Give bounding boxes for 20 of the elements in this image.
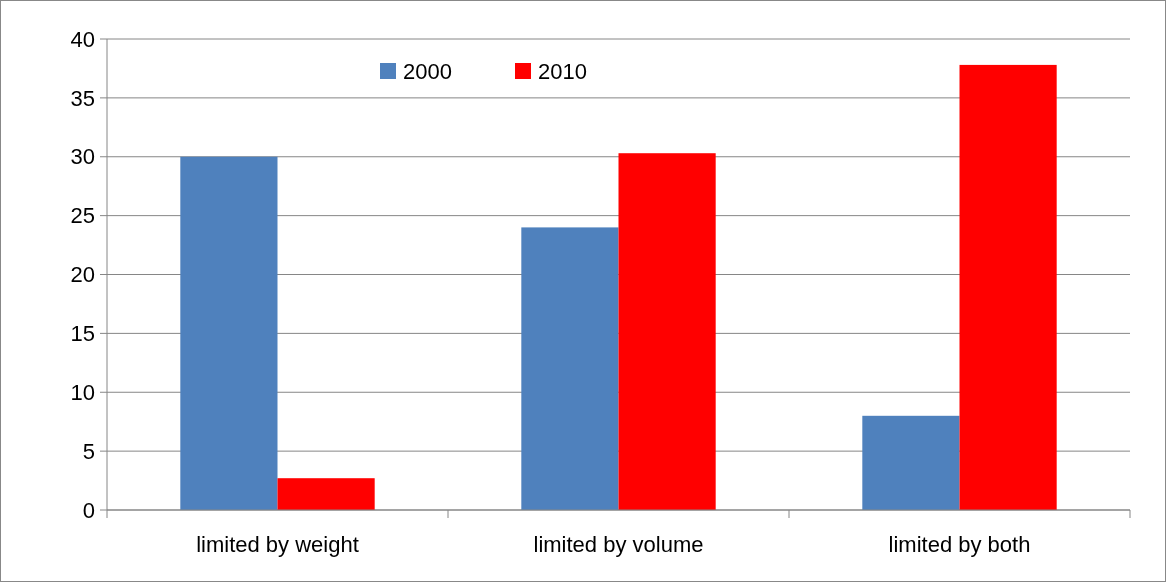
legend-label: 2000: [403, 58, 452, 84]
x-tick-label: limited by weight: [196, 532, 359, 557]
y-tick-label: 25: [70, 203, 95, 229]
legend-label: 2010: [538, 58, 587, 84]
y-tick-label: 20: [70, 262, 95, 288]
x-tick-label: limited by volume: [533, 532, 704, 557]
bar: [618, 153, 716, 510]
y-tick-label: 30: [70, 144, 95, 170]
bar: [180, 156, 278, 510]
y-tick-label: 40: [70, 26, 95, 52]
y-tick-label: 0: [82, 497, 95, 523]
y-tick-label: 15: [70, 321, 95, 347]
y-tick-label: 5: [82, 438, 95, 464]
bar: [862, 415, 960, 510]
x-tick-label: limited by both: [888, 532, 1031, 557]
y-tick-label: 10: [70, 379, 95, 405]
bar: [277, 478, 375, 510]
bar: [959, 64, 1057, 510]
bar: [521, 227, 619, 510]
y-tick-label: 35: [70, 85, 95, 111]
